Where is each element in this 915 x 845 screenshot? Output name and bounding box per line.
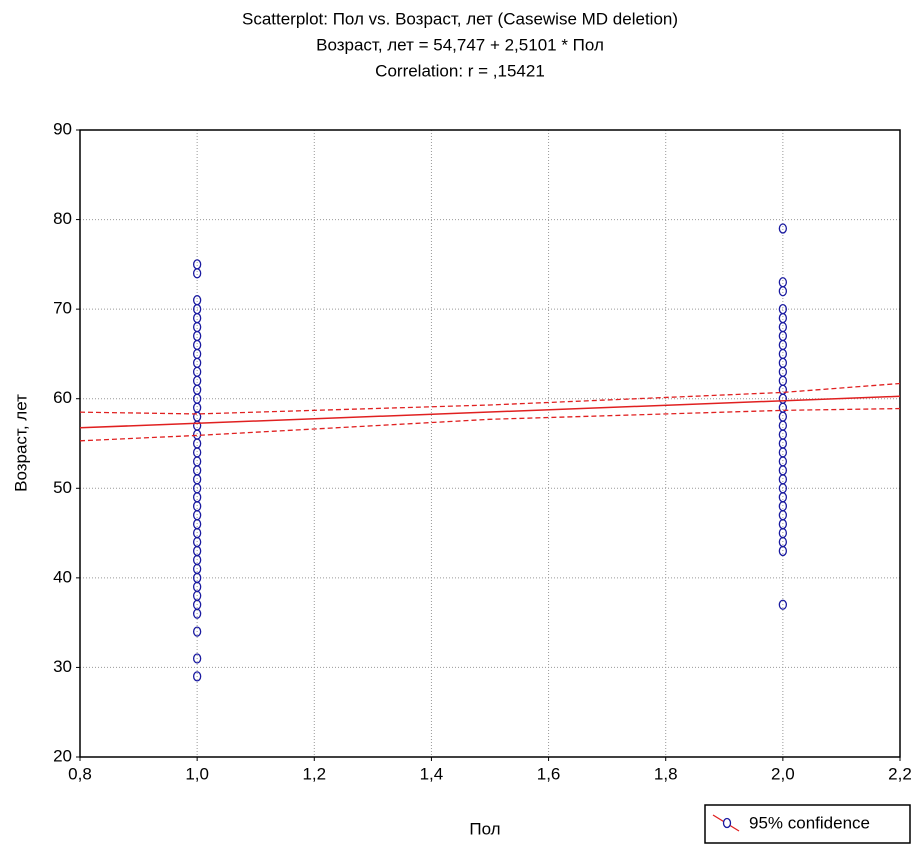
data-point xyxy=(778,438,788,449)
x-tick-label: 2,2 xyxy=(888,764,912,783)
data-point xyxy=(192,312,202,324)
data-point xyxy=(778,286,788,297)
data-point xyxy=(192,671,202,682)
data-point xyxy=(778,447,788,458)
data-point xyxy=(192,268,202,279)
data-point xyxy=(192,259,202,270)
x-tick-label: 1,6 xyxy=(537,764,561,783)
data-point xyxy=(778,223,788,234)
plot-frame xyxy=(79,129,901,758)
data-point xyxy=(192,330,202,342)
data-point xyxy=(778,330,788,342)
data-point xyxy=(778,501,788,512)
chart-subtitle: Возраст, лет = 54,747 + 2,5101 * Пол xyxy=(316,35,604,54)
data-point xyxy=(778,599,788,610)
y-tick-label: 80 xyxy=(53,209,72,228)
confidence-band xyxy=(79,407,901,442)
data-point xyxy=(192,420,202,431)
y-axis-label: Возраст, лет xyxy=(11,394,30,492)
annotation: Correlation: r = ,15421 xyxy=(375,61,545,80)
x-tick-label: 2,0 xyxy=(771,764,795,783)
y-tick-label: 70 xyxy=(53,299,72,318)
confidence-band xyxy=(79,382,901,415)
data-point xyxy=(192,402,202,413)
data-point xyxy=(192,384,202,395)
data-point xyxy=(192,653,202,664)
data-point xyxy=(778,474,788,485)
data-point xyxy=(778,277,788,288)
x-axis-label: Пол xyxy=(469,819,500,838)
data-point xyxy=(192,366,202,377)
legend-label: 95% confidence xyxy=(749,813,870,832)
x-tick-label: 1,2 xyxy=(302,764,326,783)
data-point xyxy=(778,510,788,521)
data-point xyxy=(192,492,202,503)
data-point xyxy=(192,357,202,369)
data-point xyxy=(778,492,788,503)
y-tick-label: 20 xyxy=(53,746,72,765)
data-point xyxy=(778,357,788,369)
data-point xyxy=(778,465,788,476)
data-point xyxy=(192,465,202,476)
y-tick-label: 50 xyxy=(53,478,72,497)
x-tick-label: 1,8 xyxy=(654,764,678,783)
data-point xyxy=(192,501,202,512)
y-tick-label: 90 xyxy=(53,119,72,138)
data-point xyxy=(778,456,788,467)
data-point xyxy=(192,447,202,458)
data-point xyxy=(192,438,202,449)
chart-title: Scatterplot: Пол vs. Возраст, лет (Casew… xyxy=(242,9,678,28)
regression-line xyxy=(79,395,901,429)
data-point xyxy=(778,366,788,377)
data-point xyxy=(778,303,788,315)
data-point xyxy=(192,321,202,333)
data-point xyxy=(778,411,788,422)
x-tick-label: 1,4 xyxy=(420,764,444,783)
data-point xyxy=(778,321,788,333)
y-tick-label: 60 xyxy=(53,388,72,407)
data-point xyxy=(192,626,202,637)
data-point xyxy=(192,429,202,440)
y-tick-label: 40 xyxy=(53,567,72,586)
data-point xyxy=(192,295,202,306)
data-point xyxy=(192,510,202,521)
data-point xyxy=(192,375,202,386)
x-tick-label: 0,8 xyxy=(68,764,92,783)
y-tick-label: 30 xyxy=(53,657,72,676)
data-point xyxy=(778,339,788,351)
data-point xyxy=(778,312,788,324)
data-point xyxy=(778,429,788,440)
data-point xyxy=(192,456,202,467)
data-point xyxy=(778,375,788,386)
legend-icon-point xyxy=(722,817,732,829)
data-point xyxy=(192,474,202,485)
data-point xyxy=(192,348,202,360)
x-tick-label: 1,0 xyxy=(185,764,209,783)
legend-box xyxy=(704,804,911,844)
data-point xyxy=(192,339,202,351)
data-point xyxy=(778,348,788,360)
data-point xyxy=(778,420,788,431)
